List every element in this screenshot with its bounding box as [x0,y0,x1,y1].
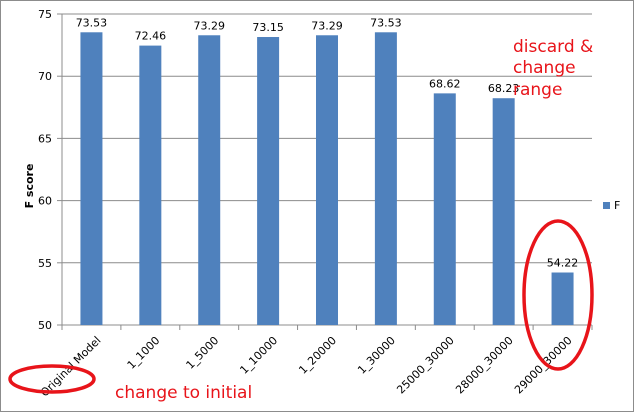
data-label: 73.53 [76,16,108,29]
data-label: 73.29 [193,19,225,32]
data-label: 54.22 [547,257,579,270]
bar-1_1000 [139,45,162,326]
y-tick-label: 65 [38,132,52,145]
y-axis-label: F score [23,164,36,209]
bar-1_5000 [198,35,221,325]
bar-1_10000 [257,37,280,325]
bar-29000_30000 [551,272,574,325]
data-label: 68.62 [429,77,461,90]
y-tick-label: 50 [38,319,52,332]
legend-label: F [614,199,620,212]
bar-28000_30000 [492,98,515,325]
bars [80,32,574,326]
legend-swatch [603,202,610,209]
y-tick-label: 70 [38,70,52,83]
annotation-ellipse-last-bar [522,219,594,371]
annotation-discard: discard & change range [513,37,593,100]
x-tick-label: 1_10000 [237,334,280,377]
data-label: 73.53 [370,16,402,29]
legend: F [603,199,620,212]
x-tick-label: 25000_30000 [394,334,457,397]
x-tick-label: 28000_30000 [453,334,516,397]
bar-1_30000 [374,32,397,325]
bar-25000_30000 [433,93,456,325]
y-tick-label: 60 [38,195,52,208]
annotation-change-initial: change to initial [115,383,252,403]
x-tick-label: 1_5000 [184,334,222,372]
x-tick-label: 1_1000 [125,334,163,372]
x-tick-label: 1_20000 [296,334,339,377]
data-label: 73.29 [311,19,343,32]
x-tick-label: 29000_30000 [512,334,575,397]
annotation-discard-line-3: range [513,80,562,100]
annotation-ellipse-first-label [8,364,96,394]
bar-1_20000 [316,35,338,325]
y-tick-label: 55 [38,257,52,270]
y-tick-labels: 50 55 60 65 70 75 [38,8,52,332]
annotation-discard-line-2: change [513,58,576,78]
bar-original-model [80,32,103,325]
data-labels: 73.53 72.46 73.29 73.15 73.29 73.53 68.62 68.23… [76,16,579,269]
y-tick-label: 75 [38,8,52,21]
data-label: 73.15 [252,21,284,34]
annotation-discard-line-1: discard & [513,37,593,57]
data-label: 72.46 [135,30,167,43]
x-tick-label: 1_30000 [355,334,398,377]
data-label: 68.23 [488,82,520,95]
